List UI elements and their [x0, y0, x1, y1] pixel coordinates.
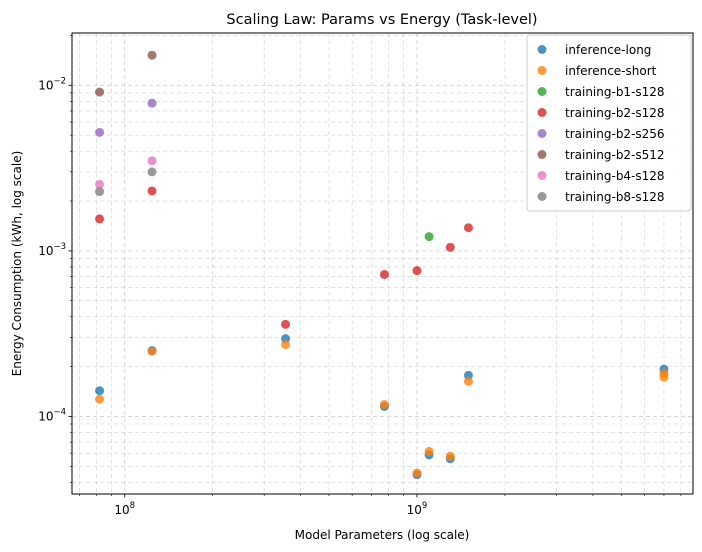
data-point	[147, 186, 157, 196]
x-axis-label: Model Parameters (log scale)	[295, 528, 470, 542]
data-point	[147, 346, 157, 356]
legend: inference-long inference-short training-b1…	[526, 34, 692, 212]
series-training-b2-s128	[95, 186, 473, 329]
data-point	[281, 339, 291, 349]
scatter-points	[95, 50, 669, 480]
legend-marker	[537, 108, 547, 117]
data-point	[463, 223, 473, 233]
data-point	[424, 446, 434, 456]
legend-label: training-b2-s128	[565, 106, 665, 120]
x-tick-label: 108	[114, 501, 135, 517]
data-point	[147, 50, 157, 60]
data-point	[424, 232, 434, 242]
series-training-b2-s512	[95, 50, 157, 97]
legend-marker	[537, 192, 547, 201]
series-training-b2-s256	[95, 98, 157, 137]
series-training-b1-s128	[424, 232, 434, 242]
legend-marker	[537, 45, 547, 54]
data-point	[412, 266, 422, 276]
legend-label: inference-long	[565, 43, 651, 57]
data-point	[95, 87, 105, 97]
data-point	[147, 98, 157, 108]
legend-label: training-b2-s512	[565, 148, 665, 162]
chart-title: Scaling Law: Params vs Energy (Task-leve…	[226, 12, 537, 28]
data-point	[147, 167, 157, 177]
data-point	[281, 319, 291, 329]
data-point	[95, 394, 105, 404]
data-point	[95, 214, 105, 224]
series-training-b4-s128	[95, 156, 157, 189]
data-point	[95, 187, 105, 197]
legend-marker	[537, 87, 547, 96]
series-inference-short	[95, 339, 669, 478]
data-point	[95, 127, 105, 137]
data-point	[445, 451, 455, 461]
legend-marker	[537, 171, 547, 180]
y-axis-label: Energy Consumption (kWh, log scale)	[10, 151, 24, 377]
legend-marker	[537, 66, 547, 75]
legend-label: training-b4-s128	[565, 169, 665, 183]
data-point	[445, 242, 455, 252]
legend-marker	[537, 150, 547, 159]
data-point	[95, 386, 105, 396]
data-point	[412, 468, 422, 478]
data-point	[379, 400, 389, 410]
grid-lines	[72, 33, 693, 494]
data-point	[147, 156, 157, 166]
plot-area-frame	[71, 32, 694, 495]
y-tick-label: 10−3	[38, 242, 66, 258]
data-point	[463, 376, 473, 386]
data-point	[379, 269, 389, 279]
legend-label: inference-short	[565, 64, 657, 78]
legend-marker	[537, 129, 547, 138]
legend-label: training-b8-s128	[565, 190, 665, 204]
axis-ticks: 108 109 10−4 10−3 10−2	[38, 35, 682, 517]
legend-label: training-b1-s128	[565, 85, 665, 99]
data-point	[659, 368, 669, 378]
legend-box	[526, 34, 692, 212]
data-point	[95, 179, 105, 189]
y-tick-label: 10−2	[38, 76, 66, 92]
series-training-b8-s128	[95, 167, 157, 197]
legend-label: training-b2-s256	[565, 127, 665, 141]
x-tick-label: 109	[407, 501, 428, 517]
y-tick-label: 10−4	[38, 407, 66, 423]
